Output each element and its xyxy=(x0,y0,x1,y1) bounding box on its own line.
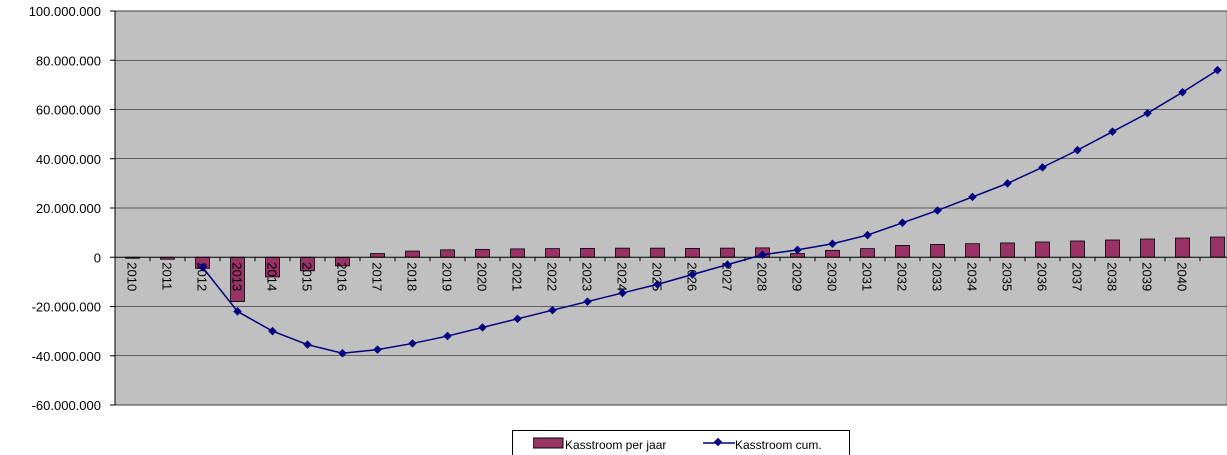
bar xyxy=(1070,240,1085,258)
x-tick-label: 2011 xyxy=(160,262,175,290)
x-tick-label: 2035 xyxy=(1000,262,1015,291)
bar xyxy=(825,249,840,258)
x-tick-label: 2040 xyxy=(1175,262,1190,291)
x-tick-label: 2024 xyxy=(615,262,630,291)
line-marker xyxy=(653,280,662,289)
y-tick-label: 80.000.000 xyxy=(36,53,101,68)
bar xyxy=(720,247,735,258)
line-marker xyxy=(548,305,557,315)
x-tick-label: 2031 xyxy=(860,262,875,291)
x-tick-label: 2039 xyxy=(1140,262,1155,291)
bar xyxy=(930,244,945,258)
x-tick-label: 2028 xyxy=(755,262,770,291)
y-tick-label: 40.000.000 xyxy=(36,152,101,167)
bar xyxy=(1105,239,1120,258)
line-marker xyxy=(583,297,592,306)
line-marker xyxy=(618,288,627,298)
line-marker xyxy=(478,323,487,332)
x-tick-label: 2017 xyxy=(370,262,385,291)
bar xyxy=(650,247,665,258)
bar xyxy=(1000,242,1015,258)
x-axis: 2010 2011 2012 2013 2014 2015 2016 2017 2018 2019… xyxy=(114,256,1227,291)
x-tick-label: 2021 xyxy=(510,262,525,291)
x-tick-label: 2037 xyxy=(1070,262,1085,291)
y-tick-label: -60.000.000 xyxy=(32,398,101,413)
bar xyxy=(545,248,560,258)
x-tick-label: 2033 xyxy=(930,262,945,291)
bar xyxy=(405,250,420,258)
legend-bar-swatch xyxy=(533,437,564,449)
legend: Kasstroom per jaar Kasstroom cum. xyxy=(512,430,850,455)
line-marker xyxy=(443,331,452,341)
x-tick-label: 2023 xyxy=(580,262,595,291)
x-tick-label: 2030 xyxy=(825,262,840,291)
line-marker xyxy=(408,339,417,348)
x-tick-label: 2016 xyxy=(335,262,350,291)
bar xyxy=(1175,237,1190,258)
line-marker xyxy=(373,345,382,354)
legend-bar-label: Kasstroom per jaar xyxy=(565,438,667,452)
bar xyxy=(510,248,525,258)
bar xyxy=(1035,241,1050,258)
x-tick-label: 2010 xyxy=(125,262,140,291)
line-marker xyxy=(688,270,697,279)
bar xyxy=(1140,238,1155,258)
bar-series xyxy=(125,236,1225,302)
bar xyxy=(1210,236,1225,258)
y-axis: 100.000.000 80.000.000 60.000.000 40.000.00… xyxy=(29,4,116,413)
x-tick-label: 2012 xyxy=(195,262,210,291)
y-tick-label: -20.000.000 xyxy=(32,300,101,315)
bar xyxy=(615,247,630,258)
cumulative-line xyxy=(201,69,1218,355)
x-tick-label: 2034 xyxy=(965,262,980,291)
legend-line-swatch xyxy=(703,437,735,447)
bar xyxy=(475,248,490,258)
bar xyxy=(440,249,455,258)
bar xyxy=(895,245,910,258)
y-tick-label: 60.000.000 xyxy=(36,103,101,118)
x-tick-label: 2014 xyxy=(265,262,280,291)
line-marker xyxy=(513,314,522,324)
x-tick-label: 2020 xyxy=(475,262,490,291)
legend-line-label: Kasstroom cum. xyxy=(735,438,822,452)
x-tick-label: 2018 xyxy=(405,262,420,291)
bar xyxy=(685,247,700,258)
x-tick-label: 2027 xyxy=(720,262,735,291)
x-tick-label: 2036 xyxy=(1035,262,1050,291)
x-tick-label: 2038 xyxy=(1105,262,1120,291)
y-tick-label: -40.000.000 xyxy=(32,349,101,364)
bar xyxy=(965,243,980,258)
x-tick-label: 2029 xyxy=(790,262,805,291)
line-marker xyxy=(338,349,347,358)
line-marker xyxy=(303,340,312,349)
line-marker xyxy=(723,260,732,269)
x-tick-label: 2019 xyxy=(440,262,455,291)
y-tick-label: 20.000.000 xyxy=(36,201,101,216)
x-tick-label: 2022 xyxy=(545,262,560,291)
x-tick-label: 2013 xyxy=(230,262,245,291)
x-tick-label: 2015 xyxy=(300,262,315,291)
line-marker xyxy=(268,326,277,336)
y-tick-label: 0 xyxy=(94,250,101,265)
bar xyxy=(860,248,875,258)
y-tick-label: 100.000.000 xyxy=(29,4,101,19)
bar xyxy=(580,247,595,258)
line-marker xyxy=(233,307,242,316)
line-marker xyxy=(198,262,207,272)
x-tick-label: 2032 xyxy=(895,262,910,291)
bar xyxy=(790,253,805,258)
bar xyxy=(370,253,385,258)
